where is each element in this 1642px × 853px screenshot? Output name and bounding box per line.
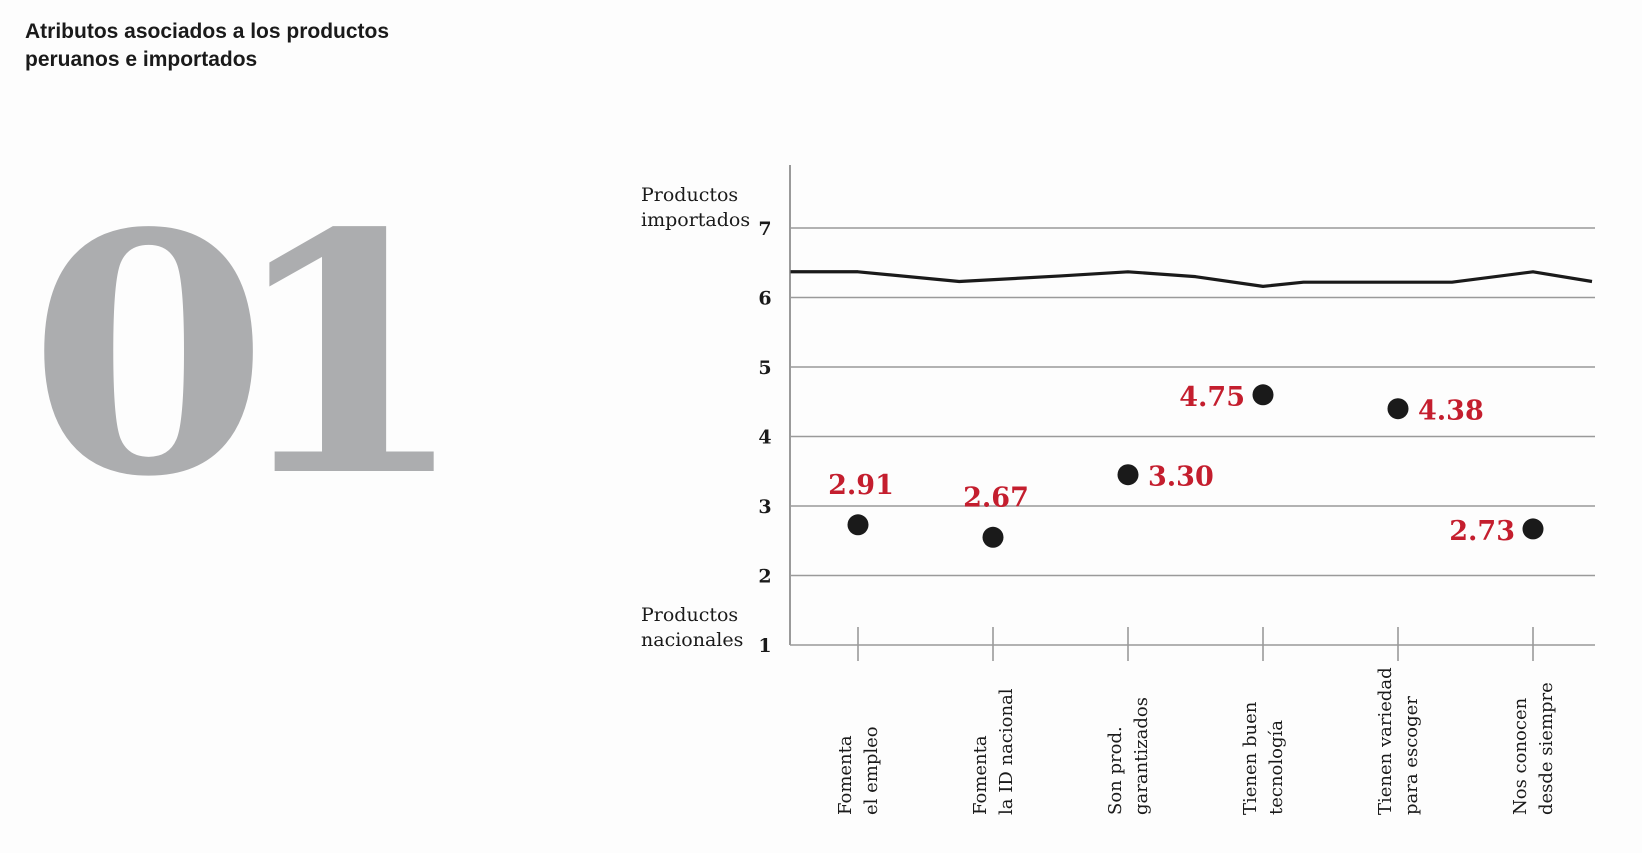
- category-label-5-line-2: para escoger: [1401, 696, 1422, 815]
- category-label-5-line-1: Tienen variedad: [1375, 667, 1396, 815]
- data-label-6: 2.73: [1449, 516, 1515, 547]
- y-tick-label-6: 6: [758, 288, 771, 310]
- category-label-2-line-1: Fomenta: [970, 735, 991, 815]
- y-top-label-line-2: importados: [641, 209, 750, 231]
- y-tick-label-3: 3: [758, 496, 771, 518]
- category-label-4: Tienen buen tecnología: [1240, 701, 1287, 815]
- data-label-5: 4.38: [1418, 396, 1484, 427]
- y-top-label-line-1: Productos: [641, 184, 738, 206]
- section-number: 01: [28, 161, 468, 549]
- category-label-1-line-2: el empleo: [861, 726, 882, 815]
- category-label-6-line-1: Nos conocen: [1510, 697, 1531, 815]
- category-label-1-line-1: Fomenta: [835, 735, 856, 815]
- chart-title-line-1: Atributos asociados a los productos: [25, 20, 390, 43]
- y-bottom-label-line-1: Productos: [641, 604, 738, 626]
- category-label-2: Fomenta la ID nacional: [970, 688, 1017, 815]
- data-point-4: [1252, 384, 1274, 406]
- category-label-3-line-1: Son prod.: [1105, 726, 1126, 815]
- category-label-3-line-2: garantizados: [1131, 697, 1152, 815]
- y-tick-label-5: 5: [758, 357, 771, 379]
- category-label-3: Son prod. garantizados: [1105, 697, 1152, 815]
- data-label-1: 2.91: [828, 470, 894, 501]
- data-point-1: [847, 514, 869, 536]
- category-label-5: Tienen variedad para escoger: [1375, 667, 1422, 815]
- data-point-6: [1522, 518, 1544, 540]
- data-label-2: 2.67: [963, 482, 1029, 513]
- category-label-1: Fomenta el empleo: [835, 726, 882, 815]
- y-tick-label-1: 1: [758, 635, 771, 657]
- y-tick-label-4: 4: [758, 427, 771, 449]
- chart-title: Atributos asociados a los productos peru…: [25, 18, 389, 74]
- category-label-6-line-2: desde siempre: [1536, 682, 1557, 815]
- data-label-4: 4.75: [1179, 382, 1245, 413]
- y-bottom-label-line-2: nacionales: [641, 629, 743, 651]
- y-tick-label-2: 2: [758, 566, 771, 588]
- category-label-2-line-2: la ID nacional: [996, 688, 1017, 815]
- y-tick-label-7: 7: [758, 218, 771, 240]
- imported-products-line: [790, 270, 1593, 288]
- chart-title-line-2: peruanos e importados: [25, 48, 258, 71]
- data-point-5: [1387, 398, 1409, 420]
- category-label-6: Nos conocen desde siempre: [1510, 682, 1557, 815]
- data-point-2: [982, 526, 1004, 548]
- data-point-3: [1117, 464, 1139, 486]
- category-label-4-line-1: Tienen buen: [1240, 701, 1261, 815]
- data-label-3: 3.30: [1148, 462, 1214, 493]
- category-label-4-line-2: tecnología: [1266, 720, 1287, 815]
